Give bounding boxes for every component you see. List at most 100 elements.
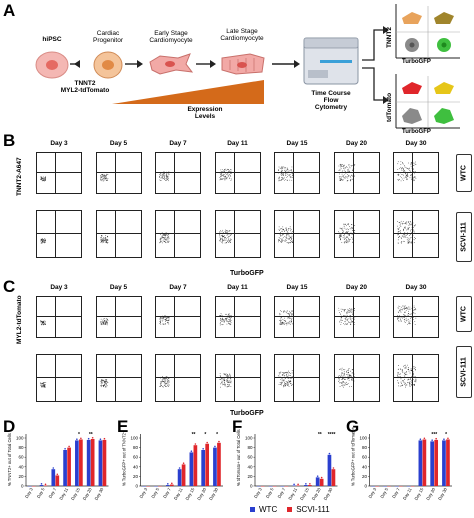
data-point xyxy=(419,438,422,440)
x-tick-label: Day 7 xyxy=(391,486,401,499)
flow-c-dot-plot xyxy=(36,296,82,338)
flow-b-day-label: Day 20 xyxy=(346,140,367,147)
y-tick-label: 0 xyxy=(21,484,24,489)
bar-scvi xyxy=(181,464,186,486)
x-tick-label: Day 5 xyxy=(265,486,275,499)
bar-wtc xyxy=(213,447,217,486)
bar-scvi xyxy=(90,438,95,486)
flow-b-dot-plot xyxy=(214,152,261,194)
turbogfp-axis-top: TurboGFP xyxy=(402,59,431,65)
flow-b-dot-plot xyxy=(274,210,320,258)
bar-wtc xyxy=(418,440,423,486)
tnnt2-axis-label: TNNT2 xyxy=(386,27,393,48)
y-tick-label: 100 xyxy=(16,436,24,441)
hipsc-cell-icon xyxy=(35,51,69,79)
data-point xyxy=(194,443,197,445)
bar-scvi xyxy=(422,439,427,486)
x-tick-label: Day 3 xyxy=(138,486,148,499)
flow-b-dot-plot xyxy=(393,210,439,258)
x-tick-label: Day 15 xyxy=(413,486,424,501)
flow-b-dot-plot xyxy=(214,210,261,258)
x-tick-label: Day 5 xyxy=(36,486,46,499)
y-tick-label: 20 xyxy=(133,474,139,479)
arrow-up-icon xyxy=(383,26,389,34)
x-tick-label: Day 7 xyxy=(162,486,172,499)
y-tick-label: 40 xyxy=(133,464,139,469)
late-cardiomyocyte-icon xyxy=(221,53,265,75)
flow-b-ylabel: TNNT2-A647 xyxy=(16,157,23,196)
markers-label: TNNT2 MYL2-tdTomato xyxy=(60,80,110,95)
flow-c-day-label: Day 15 xyxy=(286,284,308,291)
legend-label-wtc: WTC xyxy=(259,505,278,514)
bar-scvi xyxy=(79,439,83,486)
x-tick-label: Day 3 xyxy=(24,486,34,499)
flow-c-dot-plot xyxy=(274,354,320,402)
significance-mark: *** xyxy=(431,432,437,438)
bar-wtc xyxy=(165,485,170,486)
late-stage-label: Late Stage Cardiomyocyte xyxy=(220,28,264,43)
data-point xyxy=(435,437,437,440)
flow-c-day-label: Day 7 xyxy=(169,284,187,291)
bar-wtc xyxy=(201,450,206,486)
data-point xyxy=(182,462,185,464)
x-tick-label: Day 30 xyxy=(437,486,448,501)
panel-label-c: C xyxy=(3,277,16,296)
data-point xyxy=(99,438,102,440)
y-tick-label: 40 xyxy=(247,464,253,469)
y-tick-label: 60 xyxy=(247,455,253,460)
significance-mark: * xyxy=(216,432,218,438)
bar-scvi xyxy=(55,475,60,486)
y-tick-label: 60 xyxy=(133,455,139,460)
data-point xyxy=(44,483,47,486)
data-point xyxy=(332,467,335,469)
legend-label-scvi: SCVI-111 xyxy=(296,505,330,514)
data-point xyxy=(171,482,173,485)
data-point xyxy=(87,437,90,440)
flow-c-ylabel: MYL2-tdTomato xyxy=(16,295,23,344)
x-tick-label: Day 30 xyxy=(323,486,334,501)
data-point xyxy=(190,450,193,452)
bar-scvi xyxy=(67,447,71,486)
bar-wtc xyxy=(430,441,435,486)
flow-c-day-label: Day 11 xyxy=(227,284,248,291)
significance-mark: ** xyxy=(318,432,322,438)
y-tick-label: 60 xyxy=(362,455,368,460)
early-stage-label: Early Stage Cardiomyocyte xyxy=(149,30,193,45)
flow-b-day-label: Day 5 xyxy=(109,140,128,147)
flow-c-day-label: Day 30 xyxy=(405,284,427,291)
bar-wtc xyxy=(177,469,182,486)
x-tick-label: Day 30 xyxy=(94,486,105,501)
data-point xyxy=(167,483,169,485)
panel-label-f: F xyxy=(232,417,243,436)
x-tick-label: Day 20 xyxy=(82,486,93,501)
significance-mark: ** xyxy=(89,432,93,438)
legend-swatch-scvi xyxy=(287,507,293,512)
y-tick-label: 100 xyxy=(359,436,367,441)
flow-cytometer-icon xyxy=(303,37,359,85)
data-point xyxy=(297,483,299,486)
expression-label: Expression Levels xyxy=(187,106,223,121)
x-tick-label: Day 11 xyxy=(287,486,298,500)
flow-c-day-label: Day 20 xyxy=(346,284,367,291)
y-tick-label: 20 xyxy=(18,474,24,479)
panel-label-a: A xyxy=(3,1,16,20)
x-tick-label: Day 7 xyxy=(277,486,287,499)
x-tick-label: Day 5 xyxy=(379,486,389,499)
panel-label-e: E xyxy=(117,417,129,436)
significance-mark: ** xyxy=(192,432,196,438)
bar-scvi xyxy=(169,484,174,486)
panel-label-g: G xyxy=(346,417,360,436)
data-point xyxy=(68,445,70,448)
progenitor-cell-icon xyxy=(93,51,123,79)
y-tick-label: 60 xyxy=(18,455,24,460)
y-tick-label: 100 xyxy=(130,436,138,441)
row-label-c-wtc: WTC xyxy=(456,296,472,332)
flow-b-dot-plot xyxy=(155,152,201,194)
arrow-3-icon xyxy=(210,60,216,68)
x-tick-label: Day 11 xyxy=(402,486,413,500)
data-point xyxy=(76,438,78,440)
flow-b-day-label: Day 30 xyxy=(405,140,427,147)
flow-b-dot-plot xyxy=(36,152,82,194)
quadrant-top xyxy=(395,4,460,59)
y-tick-label: 40 xyxy=(362,464,368,469)
